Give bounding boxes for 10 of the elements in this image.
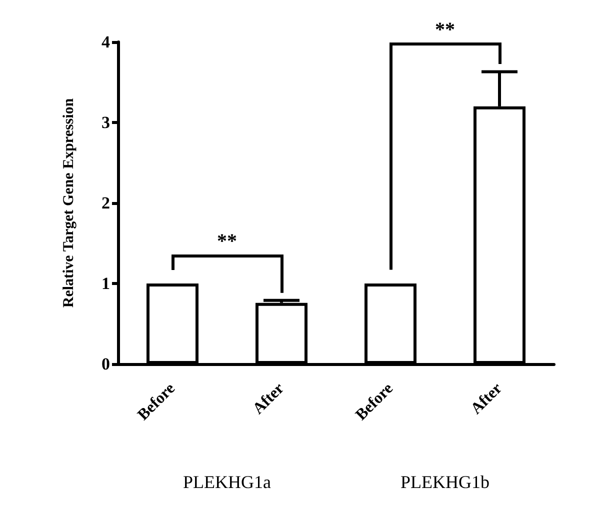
text: PLEKHG1b [400, 472, 490, 492]
y-tick-label: 2 [102, 194, 110, 212]
annotation: ** [217, 230, 237, 252]
y-tick-label: 1 [102, 274, 110, 293]
text: PLEKHG1a [183, 472, 271, 492]
text: ** [435, 18, 455, 41]
y-axis-title: Relative Target Gene Expression [61, 98, 77, 308]
y-tick-label: 3 [102, 113, 110, 132]
y-tick-label: 4 [102, 32, 110, 52]
y-tick-label: 0 [102, 354, 110, 374]
